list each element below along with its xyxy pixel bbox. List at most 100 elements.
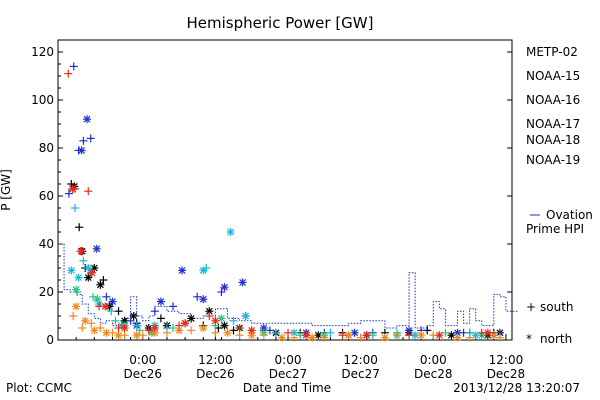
legend-item-noaa17: NOAA-17: [526, 117, 580, 131]
ovation-prime-hpi-line: [58, 243, 519, 329]
point-north-noaa18: [72, 302, 81, 311]
x-tick-date: Dec27: [341, 367, 380, 381]
legend-item-noaa15: NOAA-15: [526, 69, 580, 83]
plot-frame: [57, 39, 513, 341]
legend-north-label: north: [540, 332, 572, 346]
y-axis-label: P [GW]: [0, 169, 13, 211]
point-south-noaa18: [495, 333, 504, 342]
legend-south-marker: +: [526, 300, 536, 314]
y-tick-label: 80: [39, 141, 54, 155]
point-south-noaa16: [107, 307, 116, 316]
point-north-noaa18: [417, 331, 426, 340]
point-south-noaa16: [70, 204, 79, 212]
point-south-noaa19: [235, 324, 244, 332]
point-south-noaa15: [217, 288, 226, 296]
point-south-noaa19: [84, 187, 93, 196]
point-north-noaa19: [77, 247, 86, 256]
x-tick-time: 12:00: [198, 353, 233, 367]
point-north-metp02: [187, 314, 196, 323]
point-north-noaa19: [150, 324, 159, 332]
legend-item-metp02: METP-02: [526, 45, 578, 59]
point-north-noaa15: [350, 328, 359, 337]
point-south-noaa15: [86, 134, 95, 143]
point-south-noaa16: [271, 328, 280, 337]
point-north-metp02: [84, 273, 93, 282]
point-north-noaa18: [223, 328, 232, 337]
point-north-noaa15: [83, 115, 92, 124]
point-north-noaa18: [90, 326, 99, 335]
point-south-noaa19: [405, 331, 414, 340]
ovation-step-line: [58, 243, 519, 329]
y-tick-label: 20: [39, 285, 54, 299]
x-tick-time: 0:00: [129, 353, 156, 367]
point-south-noaa15: [102, 292, 111, 301]
point-south-noaa19: [64, 69, 73, 78]
timestamp: 2013/12/28 13:20:07: [453, 381, 580, 395]
point-south-noaa15: [69, 62, 78, 71]
point-north-noaa17: [217, 314, 226, 323]
point-north-noaa19: [483, 328, 492, 337]
point-north-noaa19: [101, 302, 110, 311]
point-south-metp02: [156, 314, 165, 323]
x-tick-date: Dec28: [414, 367, 453, 381]
legend-item-noaa16: NOAA-16: [526, 93, 580, 107]
point-south-noaa15: [64, 189, 73, 198]
x-axis-ticks: 0:00Dec2612:00Dec260:00Dec2712:00Dec270:…: [57, 334, 525, 381]
x-tick-time: 12:00: [343, 353, 378, 367]
point-north-noaa15: [238, 278, 247, 287]
point-south-noaa18: [211, 328, 220, 337]
point-north-noaa16: [74, 273, 83, 282]
point-south-noaa15: [265, 326, 274, 335]
point-north-noaa16: [199, 266, 208, 275]
y-tick-label: 40: [39, 237, 54, 251]
x-tick-time: 12:00: [489, 353, 524, 367]
point-south-noaa18: [78, 324, 87, 332]
legend-item-ovation-line2: Prime HPI: [526, 222, 584, 236]
point-south-noaa16: [326, 328, 335, 337]
point-north-noaa19: [302, 331, 311, 340]
point-south-noaa18: [235, 331, 244, 340]
point-north-noaa19: [120, 324, 129, 332]
y-tick-label: 120: [31, 45, 54, 59]
point-south-metp02: [114, 307, 123, 316]
point-south-noaa18: [187, 326, 196, 335]
point-north-noaa17: [72, 285, 81, 294]
legend-item-noaa18: NOAA-18: [526, 133, 580, 147]
point-north-metp02: [129, 312, 138, 320]
point-north-noaa18: [453, 333, 462, 342]
point-north-noaa15: [77, 146, 86, 155]
point-north-noaa18: [199, 324, 208, 332]
satellite-data-points: [64, 62, 504, 342]
point-north-noaa19: [435, 331, 444, 340]
point-north-noaa18: [102, 328, 111, 337]
y-axis-ticks: 0 20 40 60 80 100 120: [31, 45, 512, 347]
point-north-noaa15: [220, 283, 229, 292]
point-south-noaa18: [69, 312, 78, 320]
point-south-noaa15: [150, 307, 159, 316]
chart-title: Hemispheric Power [GW]: [187, 14, 374, 32]
legend-item-ovation-line1: Ovation: [546, 208, 593, 222]
point-north-noaa18: [81, 316, 90, 325]
point-north-noaa19: [68, 184, 77, 193]
plot-credit: Plot: CCMC: [6, 381, 72, 395]
x-tick-date: Dec26: [123, 367, 162, 381]
point-south-noaa18: [96, 324, 105, 332]
point-south-noaa19: [338, 331, 347, 340]
point-north-noaa18: [380, 333, 389, 342]
point-north-noaa19: [211, 316, 220, 325]
legend-north-marker: *: [526, 332, 532, 346]
point-north-noaa19: [247, 326, 256, 335]
point-north-noaa18: [132, 331, 141, 340]
point-south-noaa18: [320, 333, 329, 342]
point-north-noaa18: [489, 331, 498, 340]
point-north-metp02: [447, 331, 456, 340]
point-south-noaa17: [441, 328, 450, 337]
legend: METP-02 NOAA-15 NOAA-16 NOAA-17 NOAA-18 …: [526, 45, 593, 346]
point-south-noaa19: [205, 312, 214, 320]
point-north-noaa18: [308, 333, 317, 342]
point-north-noaa16: [67, 266, 76, 275]
point-north-noaa15: [199, 295, 208, 304]
point-north-metp02: [96, 280, 105, 289]
point-north-noaa15: [178, 266, 187, 275]
